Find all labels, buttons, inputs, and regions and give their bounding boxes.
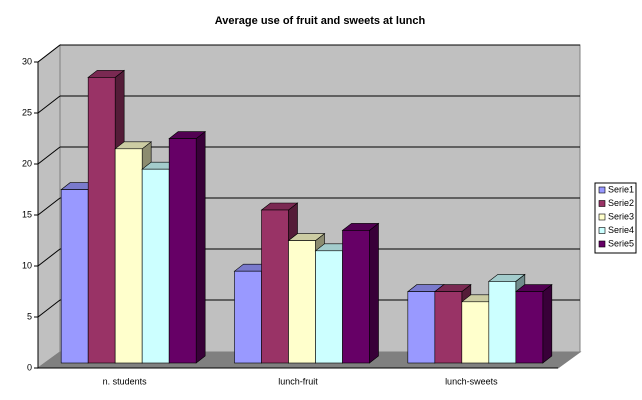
bar [315, 250, 343, 364]
y-tick-label: 0 [27, 362, 32, 372]
bar [461, 301, 490, 364]
grid-line [37, 248, 61, 267]
grid-line [37, 299, 61, 318]
bar-side [195, 130, 206, 364]
bar [488, 281, 517, 364]
legend-swatch [598, 213, 606, 221]
legend-label: Serie5 [608, 238, 634, 248]
bar [141, 168, 170, 364]
y-tick-label: 15 [22, 209, 32, 219]
grid-line [37, 197, 61, 216]
bar [288, 240, 316, 364]
legend-swatch [598, 240, 606, 248]
legend-label: Serie2 [608, 198, 634, 208]
legend-label: Serie3 [608, 211, 634, 221]
y-tick-label: 20 [22, 158, 32, 168]
grid-line [37, 95, 61, 114]
x-tick-label: n. students [103, 376, 148, 386]
legend-swatch [598, 186, 606, 194]
legend-label: Serie1 [608, 184, 634, 194]
bar [60, 189, 89, 364]
y-tick-label: 10 [22, 260, 32, 270]
chart-title: Average use of fruit and sweets at lunch [215, 15, 426, 27]
x-tick-label: lunch-sweets [445, 376, 498, 386]
bar [168, 138, 197, 364]
y-tick-label: 5 [27, 311, 32, 321]
bar [234, 270, 262, 364]
legend-swatch [598, 200, 606, 207]
bar [434, 291, 463, 364]
bar [261, 209, 289, 364]
bar [515, 291, 544, 364]
grid-line [37, 44, 61, 63]
bar-side [369, 222, 379, 364]
bar [87, 77, 116, 364]
legend-label: Serie4 [608, 225, 634, 235]
y-tick-label: 25 [22, 107, 32, 117]
y-tick-label: 30 [22, 56, 32, 66]
bar [114, 148, 143, 364]
bar [407, 291, 436, 364]
grid-line [37, 146, 61, 165]
bar-side [542, 283, 553, 364]
legend-swatch [598, 227, 606, 234]
x-tick-label: lunch-fruit [278, 376, 318, 386]
bar [342, 230, 370, 364]
legend [594, 182, 637, 254]
